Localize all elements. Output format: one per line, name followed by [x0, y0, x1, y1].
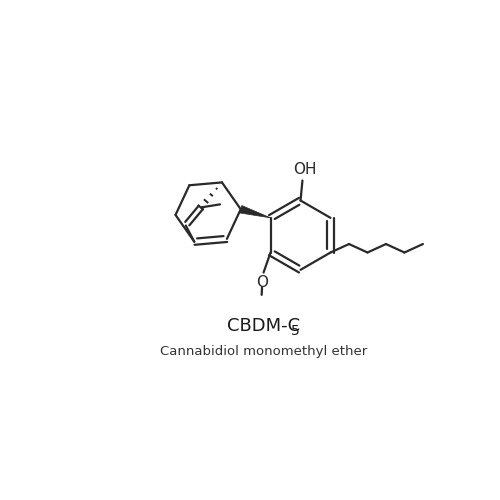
Text: O: O	[256, 275, 268, 290]
Text: OH: OH	[294, 162, 317, 176]
Text: CBDM-C: CBDM-C	[228, 316, 300, 334]
Text: 5: 5	[291, 324, 300, 338]
Polygon shape	[240, 206, 270, 218]
Text: Cannabidiol monomethyl ether: Cannabidiol monomethyl ether	[160, 346, 368, 358]
